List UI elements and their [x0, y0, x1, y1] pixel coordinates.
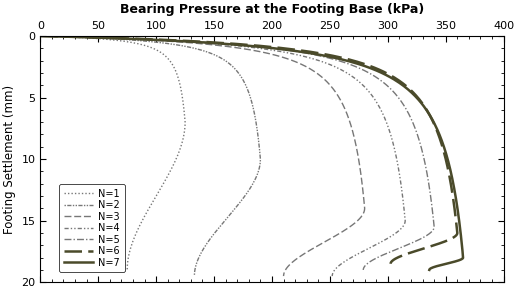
N=4: [398, 182, 404, 185]
Line: N=3: N=3: [40, 36, 364, 276]
N=3: [358, 172, 364, 175]
N=5: [428, 199, 434, 203]
N=6: [37, 34, 43, 38]
N=5: [405, 242, 412, 246]
N=3: [359, 183, 366, 187]
N=1: [180, 103, 187, 107]
N=6: [451, 205, 458, 208]
N=6: [449, 192, 455, 195]
N=3: [354, 150, 360, 154]
N=6: [445, 167, 451, 170]
Line: N=1: N=1: [40, 36, 185, 270]
N=1: [161, 180, 168, 184]
N=6: [433, 243, 439, 246]
N=4: [329, 274, 336, 278]
N=2: [234, 205, 240, 208]
Line: N=7: N=7: [40, 36, 463, 270]
N=1: [163, 177, 170, 180]
N=7: [448, 261, 454, 264]
N=7: [426, 268, 432, 272]
Line: N=6: N=6: [40, 36, 458, 264]
N=1: [181, 109, 187, 112]
N=4: [376, 241, 382, 245]
N=2: [191, 274, 197, 278]
N=3: [314, 72, 320, 75]
Legend: N=1, N=2, N=3, N=4, N=5, N=6, N=7: N=1, N=2, N=3, N=4, N=5, N=6, N=7: [59, 184, 125, 272]
N=5: [360, 268, 367, 272]
N=7: [455, 211, 461, 215]
N=1: [37, 34, 43, 38]
N=1: [179, 92, 185, 96]
N=5: [37, 34, 43, 38]
N=3: [332, 234, 339, 237]
N=4: [378, 240, 385, 244]
N=3: [280, 274, 286, 278]
N=6: [388, 262, 394, 265]
N=5: [422, 163, 429, 166]
N=6: [393, 77, 399, 80]
N=3: [336, 232, 342, 236]
N=2: [252, 117, 258, 121]
N=4: [400, 194, 406, 197]
N=2: [256, 141, 262, 144]
N=5: [373, 75, 379, 79]
Title: Bearing Pressure at the Footing Base (kPa): Bearing Pressure at the Footing Base (kP…: [120, 3, 424, 16]
N=7: [457, 226, 463, 229]
N=5: [408, 242, 414, 245]
N=4: [394, 159, 400, 162]
N=3: [37, 34, 43, 38]
N=7: [398, 82, 404, 86]
N=5: [427, 187, 433, 190]
N=1: [124, 268, 130, 272]
N=2: [236, 202, 242, 205]
N=4: [348, 74, 355, 78]
N=2: [255, 133, 261, 136]
Line: N=4: N=4: [40, 36, 405, 276]
N=7: [449, 260, 455, 264]
Line: N=5: N=5: [40, 36, 434, 270]
N=6: [430, 244, 436, 247]
N=4: [37, 34, 43, 38]
N=7: [450, 183, 457, 187]
N=2: [225, 61, 231, 64]
N=7: [37, 34, 43, 38]
Line: N=2: N=2: [40, 36, 261, 276]
N=2: [37, 34, 43, 38]
Y-axis label: Footing Settlement (mm): Footing Settlement (mm): [3, 84, 16, 234]
N=1: [161, 53, 167, 56]
